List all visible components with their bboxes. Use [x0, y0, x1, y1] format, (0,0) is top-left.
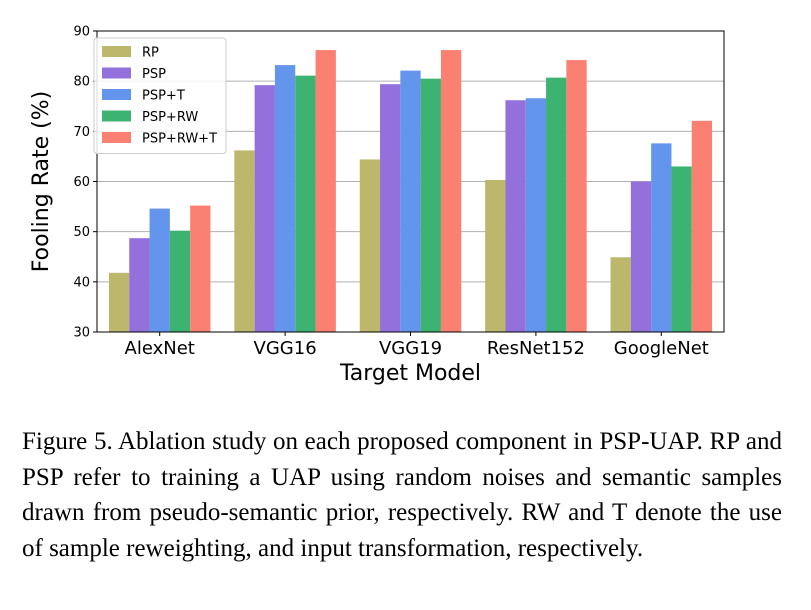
x-axis-ticks: AlexNet VGG16 VGG19 ResNet152 GoogleNet [125, 332, 709, 359]
bar-alexnet-psp-rw-t [190, 205, 211, 332]
x-tick-label: AlexNet [125, 338, 195, 359]
legend-swatch [102, 132, 131, 143]
bar-googlenet-psp [630, 181, 652, 332]
legend: RP PSP PSP+T PSP+RW PSP+RW+T [93, 37, 227, 154]
bar-resnet152-psp-rw [546, 77, 567, 332]
bar-resnet152-rp [485, 179, 506, 332]
x-tick-label: VGG16 [254, 338, 317, 359]
bar-googlenet-rp [610, 257, 631, 332]
bar-resnet152-psp [505, 100, 526, 332]
bar-vgg16-psp-t [274, 65, 296, 332]
y-tick-label: 40 [73, 275, 90, 290]
x-tick-label: VGG19 [379, 338, 442, 359]
bar-chart: 30 40 50 60 70 80 90 AlexNet VGG16 VGG19 ResNet15… [29, 25, 725, 386]
y-tick-label: 50 [73, 225, 90, 240]
bar-vgg16-psp [254, 85, 275, 333]
legend-swatch [102, 89, 131, 100]
legend-label: RP [142, 46, 159, 61]
legend-swatch [102, 110, 131, 122]
bar-resnet152-psp-t [525, 98, 547, 333]
y-axis-ticks: 30 40 50 60 70 80 90 [73, 25, 97, 341]
bar-vgg16-psp-rw [295, 75, 316, 333]
legend-box [93, 37, 227, 154]
x-tick-label: GoogleNet [614, 338, 709, 359]
bar-vgg19-psp-rw [420, 78, 441, 333]
y-tick-label: 60 [73, 175, 90, 190]
y-tick-label: 80 [73, 75, 90, 90]
bar-vgg19-rp [359, 159, 381, 332]
bar-alexnet-psp-rw [169, 230, 191, 332]
bar-googlenet-psp-rw [671, 166, 692, 332]
bar-googlenet-psp-t [651, 143, 672, 332]
x-tick-label: ResNet152 [487, 338, 585, 359]
x-axis-title: Target Model [339, 361, 481, 386]
chart-figure: 30 40 50 60 70 80 90 AlexNet VGG16 VGG19 ResNet15… [29, 25, 725, 386]
bar-vgg19-psp-t [400, 70, 421, 333]
y-tick-label: 70 [73, 125, 90, 140]
legend-swatch [102, 67, 131, 79]
legend-swatch [102, 46, 131, 57]
bar-googlenet-psp-rw-t [691, 120, 713, 332]
bar-vgg19-psp [380, 84, 401, 332]
bar-alexnet-psp [129, 238, 150, 332]
bar-vgg19-psp-rw-t [440, 50, 462, 333]
y-tick-label: 30 [73, 326, 90, 341]
bar-alexnet-rp [108, 272, 130, 332]
bar-resnet152-psp-rw-t [566, 60, 587, 332]
legend-label: PSP+RW [142, 110, 198, 125]
bar-vgg16-rp [234, 150, 255, 332]
bar-alexnet-psp-t [149, 208, 170, 332]
figure-caption: Figure 5. Ablation study on each propose… [22, 428, 782, 562]
y-axis-title: Fooling Rate (%) [29, 91, 54, 272]
legend-label: PSP+T [142, 89, 185, 104]
legend-label: PSP+RW+T [142, 132, 217, 147]
y-tick-label: 90 [73, 25, 90, 40]
bar-vgg16-psp-rw-t [315, 50, 336, 333]
bars [108, 50, 713, 333]
legend-label: PSP [142, 67, 166, 82]
